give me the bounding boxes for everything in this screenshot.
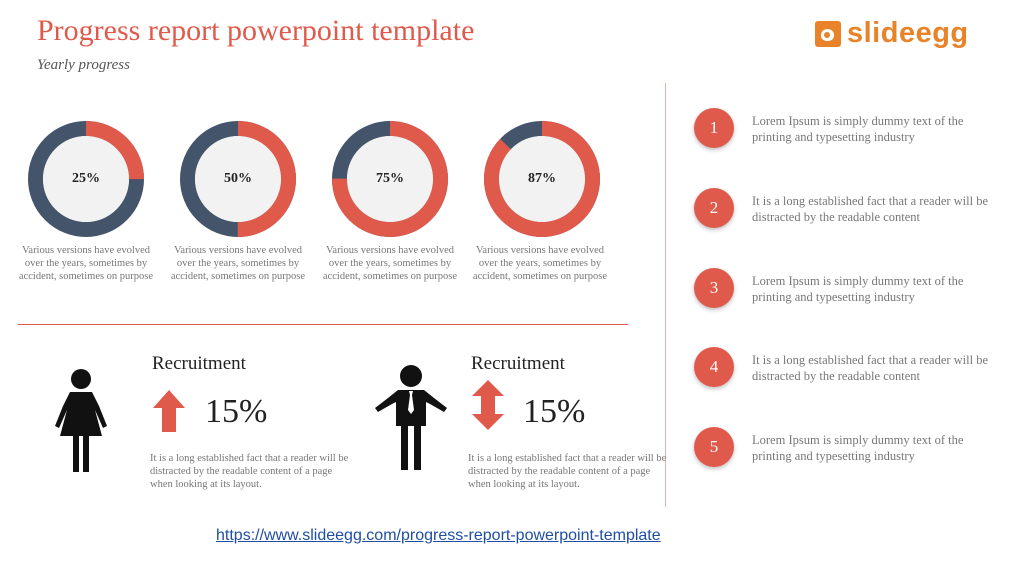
donut-progress-arc xyxy=(180,121,296,237)
donut-ring-3 xyxy=(332,121,448,237)
donut-percent-label: 50% xyxy=(224,171,252,186)
logo-text: slideegg xyxy=(847,17,969,50)
step-number-5: 5 xyxy=(694,427,734,467)
vertical-divider xyxy=(665,83,666,507)
recruitment-title: Recruitment xyxy=(152,353,246,374)
slideegg-logo: slideegg xyxy=(815,17,969,50)
donut-ring-1 xyxy=(28,121,144,237)
step-text-1: Lorem Ipsum is simply dummy text of the … xyxy=(752,114,964,144)
logo-text-egg: egg xyxy=(915,17,969,49)
recruitment-description: It is a long established fact that a rea… xyxy=(468,453,667,490)
donut-description: Various versions have evolved over the y… xyxy=(170,245,306,282)
recruitment-percent: 15% xyxy=(205,393,268,430)
up-arrow-icon xyxy=(153,390,185,432)
recruitment-title: Recruitment xyxy=(471,353,565,374)
egg-logo-icon xyxy=(815,20,841,47)
source-link[interactable]: https://www.slideegg.com/progress-report… xyxy=(216,527,661,544)
donut-percent-label: 87% xyxy=(528,171,556,186)
logo-text-slide: slide xyxy=(847,17,916,49)
step-text-5: Lorem Ipsum is simply dummy text of the … xyxy=(752,433,964,463)
step-number-3: 3 xyxy=(694,268,734,308)
man-icon xyxy=(375,365,447,470)
donut-percent-label: 25% xyxy=(72,171,100,186)
horizontal-divider xyxy=(18,324,628,325)
slide-subtitle: Yearly progress xyxy=(37,57,130,73)
donut-description: Various versions have evolved over the y… xyxy=(322,245,458,282)
progress-donut-4: 87% xyxy=(484,121,600,237)
donut-ring-4 xyxy=(484,121,600,237)
woman-icon xyxy=(55,369,107,472)
slide-title: Progress report powerpoint template xyxy=(37,14,475,47)
up-down-arrow-icon xyxy=(472,380,504,430)
donut-progress-arc xyxy=(28,121,144,237)
recruitment-percent: 15% xyxy=(523,393,586,430)
donut-center xyxy=(347,136,433,222)
donut-center xyxy=(499,136,585,222)
progress-donut-3: 75% xyxy=(332,121,448,237)
step-text-3: Lorem Ipsum is simply dummy text of the … xyxy=(752,274,964,304)
progress-donut-2: 50% xyxy=(180,121,296,237)
progress-donut-1: 25% xyxy=(28,121,144,237)
step-text-2: It is a long established fact that a rea… xyxy=(752,194,989,224)
step-number-1: 1 xyxy=(694,108,734,148)
step-number-4: 4 xyxy=(694,347,734,387)
step-text-4: It is a long established fact that a rea… xyxy=(752,353,989,383)
donut-percent-label: 75% xyxy=(376,171,404,186)
donut-progress-arc xyxy=(484,121,600,237)
donut-progress-arc xyxy=(332,121,448,237)
donut-center xyxy=(43,136,129,222)
step-number-2: 2 xyxy=(694,188,734,228)
donut-description: Various versions have evolved over the y… xyxy=(18,245,154,282)
donut-center xyxy=(195,136,281,222)
donut-description: Various versions have evolved over the y… xyxy=(472,245,608,282)
recruitment-description: It is a long established fact that a rea… xyxy=(150,453,349,490)
donut-ring-2 xyxy=(180,121,296,237)
